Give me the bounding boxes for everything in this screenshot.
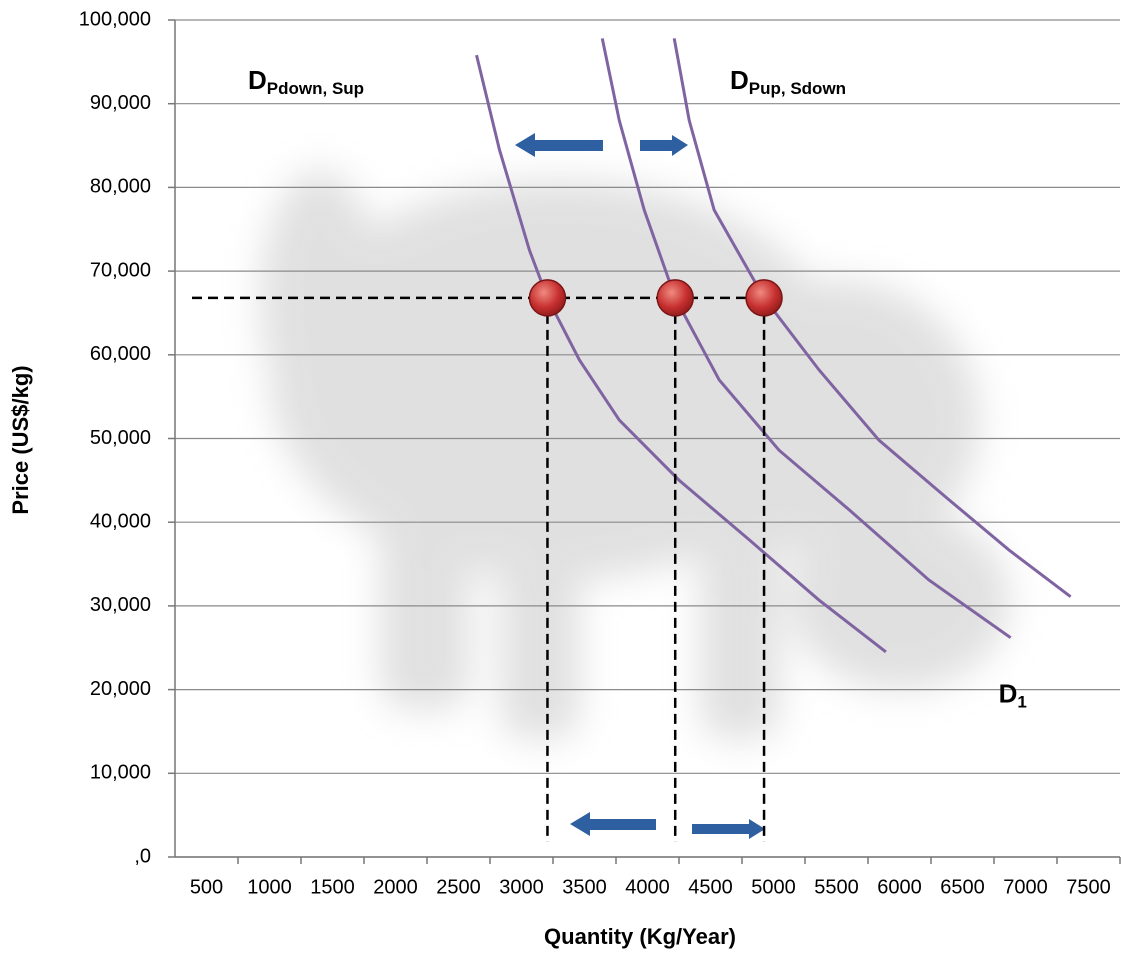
- x-tick-label: 6000: [877, 876, 922, 898]
- curve-label-main: D: [999, 679, 1018, 709]
- x-tick-label: 4000: [625, 876, 670, 898]
- x-tick-label: 5500: [814, 876, 859, 898]
- curve-label-main: D: [248, 65, 267, 95]
- x-tick-label: 7500: [1066, 876, 1111, 898]
- curve-label-main: D: [730, 65, 749, 95]
- page: {"chart_data": { "type": "line", "y_labe…: [0, 0, 1121, 956]
- curve-label-sub: Pup, Sdown: [749, 79, 846, 98]
- y-tick-label: 50,000: [90, 427, 151, 449]
- x-tick-label: 2500: [436, 876, 481, 898]
- curve-label: DPup, Sdown: [730, 65, 846, 99]
- y-tick-label: 90,000: [90, 92, 151, 114]
- y-tick-label: 60,000: [90, 343, 151, 365]
- x-tick-label: 500: [190, 876, 223, 898]
- y-tick-label: 40,000: [90, 510, 151, 532]
- y-tick-label: 100,000: [79, 8, 151, 30]
- x-tick-label: 7000: [1003, 876, 1048, 898]
- x-tick-label: 5000: [751, 876, 796, 898]
- y-axis-title: Price (US$/kg): [8, 365, 33, 514]
- curve-label: D1: [999, 679, 1027, 713]
- x-tick-label: 1000: [247, 876, 292, 898]
- equilibrium-point: [746, 280, 782, 316]
- y-tick-label: ,0: [134, 845, 151, 867]
- y-tick-label: 70,000: [90, 259, 151, 281]
- equilibrium-point: [657, 280, 693, 316]
- curve-label-sub: Pdown, Sup: [267, 79, 364, 98]
- arrow-left: [515, 133, 603, 157]
- arrow-right: [640, 135, 688, 156]
- equilibrium-point: [529, 280, 565, 316]
- y-tick-label: 30,000: [90, 594, 151, 616]
- x-tick-label: 3500: [562, 876, 607, 898]
- x-tick-label: 3000: [499, 876, 544, 898]
- x-tick-label: 2000: [373, 876, 418, 898]
- x-axis-title: Quantity (Kg/Year): [544, 924, 736, 949]
- arrow-right: [692, 819, 765, 839]
- arrow-left: [570, 812, 656, 836]
- chart: Price (US$/kg) Quantity (Kg/Year) ,0 10,0…: [0, 0, 1121, 956]
- y-tick-label: 80,000: [90, 176, 151, 198]
- curve-label: DPdown, Sup: [248, 65, 364, 99]
- y-tick-label: 10,000: [90, 762, 151, 784]
- x-tick-label: 1500: [310, 876, 355, 898]
- y-tick-label: 20,000: [90, 678, 151, 700]
- curve-label-sub: 1: [1017, 693, 1026, 712]
- x-tick-label: 6500: [940, 876, 985, 898]
- x-tick-label: 4500: [688, 876, 733, 898]
